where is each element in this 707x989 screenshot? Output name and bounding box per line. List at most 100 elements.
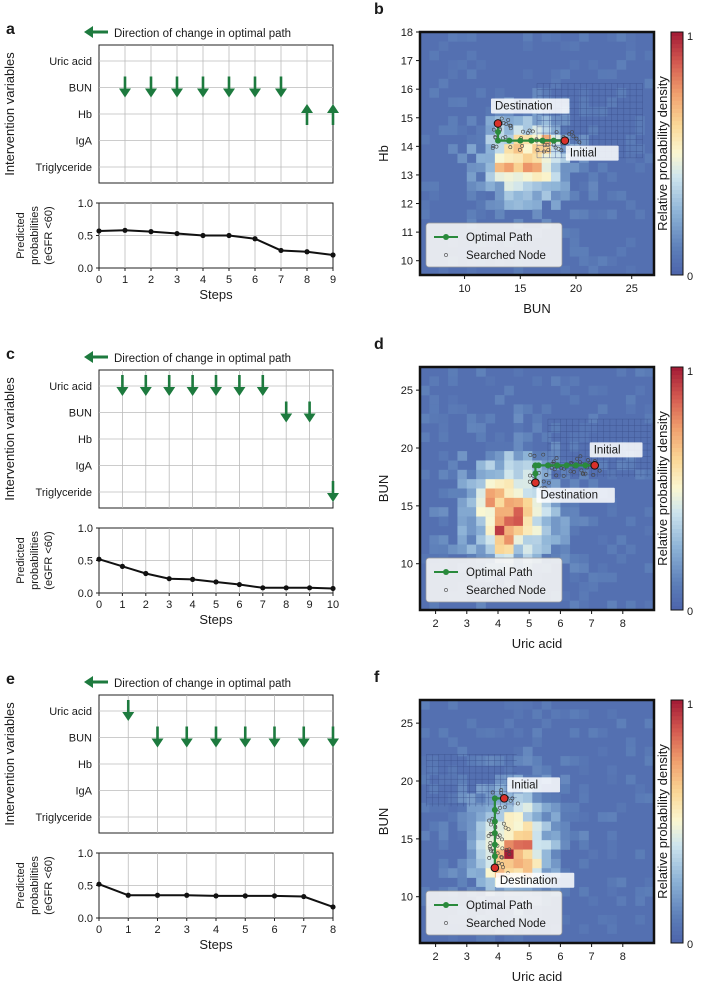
density-cell <box>429 802 440 813</box>
colorbar-cell <box>671 906 683 912</box>
probability-point <box>330 585 336 592</box>
density-cell <box>476 469 486 480</box>
density-cell <box>504 200 514 210</box>
density-cell <box>494 144 505 154</box>
probability-point <box>122 227 128 233</box>
density-cell <box>438 802 449 813</box>
density-cell <box>551 200 561 210</box>
density-cell <box>607 572 617 583</box>
density-cell <box>476 812 486 822</box>
density-cell <box>569 209 580 220</box>
colorbar-cell <box>671 173 683 179</box>
density-cell <box>466 525 477 536</box>
density-cell <box>616 535 627 545</box>
change-arrow-down <box>256 375 269 396</box>
searched-node <box>504 848 509 852</box>
colorbar-cell <box>671 133 683 138</box>
density-cell <box>607 840 617 850</box>
density-cell <box>494 802 505 813</box>
density-cell <box>476 516 486 527</box>
y-axis-label: Predicted <box>15 862 27 908</box>
colorbar-cell <box>671 387 683 392</box>
y-tick-label: 10 <box>401 892 413 904</box>
density-cell <box>466 535 477 545</box>
legend-path-marker <box>443 234 449 240</box>
density-cell <box>560 886 571 897</box>
density-cell <box>485 488 496 499</box>
density-cell <box>625 200 636 210</box>
colorbar-cell <box>671 141 683 146</box>
searched-node <box>498 805 502 810</box>
probability-point <box>330 252 336 258</box>
colorbar-cell <box>671 72 683 78</box>
x-tick-label: 2 <box>148 274 154 286</box>
density-cell <box>476 413 486 424</box>
y-tick-label: 1.0 <box>78 198 93 210</box>
density-cell <box>532 181 542 192</box>
density-cell <box>532 376 542 386</box>
density-cell <box>476 507 486 517</box>
density-cell <box>494 812 505 822</box>
density-cell <box>607 914 617 925</box>
density-cell <box>504 544 514 555</box>
density-cell <box>607 32 617 42</box>
density-cell <box>616 877 627 888</box>
probability-point <box>213 893 219 899</box>
colorbar-cell <box>671 44 683 49</box>
density-cell <box>448 544 458 555</box>
colorbar-cell <box>671 36 683 41</box>
density-cell <box>504 849 514 860</box>
arrow-head <box>275 88 287 98</box>
density-cell <box>644 525 655 536</box>
arrow-head <box>327 738 339 748</box>
probability-point <box>200 232 206 239</box>
density-cell <box>466 423 477 433</box>
density-cell <box>616 718 627 729</box>
probability-point <box>330 904 336 910</box>
density-cell <box>513 709 524 719</box>
searched-node <box>574 136 579 141</box>
y-tick-label: 20 <box>401 776 413 788</box>
density-cell <box>579 784 589 794</box>
density-cell <box>541 700 552 710</box>
arrow-head <box>163 387 176 396</box>
density-cell <box>457 812 468 822</box>
density-cell <box>597 460 608 471</box>
density-cell <box>485 802 496 813</box>
colorbar-cell <box>671 890 683 895</box>
density-cell <box>448 765 458 776</box>
density-cell <box>532 793 542 804</box>
density-cell <box>485 460 496 471</box>
probability-point <box>301 893 307 900</box>
searched-node <box>500 862 505 867</box>
colorbar-cell <box>671 52 683 57</box>
searched-node <box>583 471 588 476</box>
density-cell <box>560 116 571 126</box>
y-tick-label: 0.0 <box>78 263 93 275</box>
density-cell <box>522 488 533 499</box>
colorbar-cell <box>671 845 683 851</box>
density-cell <box>494 88 505 98</box>
density-cell <box>569 600 580 611</box>
density-cell <box>607 172 617 182</box>
density-cell <box>494 190 505 201</box>
density-cell <box>588 849 599 860</box>
variable-label: Hb <box>78 759 92 771</box>
density-cell <box>588 423 599 433</box>
density-cell <box>513 544 524 555</box>
colorbar-cell <box>671 557 683 562</box>
colorbar-cell <box>671 768 683 774</box>
density-cell <box>616 896 627 906</box>
density-cell <box>607 849 617 860</box>
density-cell <box>522 516 533 527</box>
density-cell <box>504 451 514 461</box>
legend-box <box>425 557 563 603</box>
density-cell <box>513 172 524 182</box>
change-arrow-down <box>197 76 209 98</box>
colorbar-cell <box>671 177 683 183</box>
density-cell <box>504 516 514 527</box>
density-cell <box>569 432 580 443</box>
x-tick-label: 20 <box>570 283 582 295</box>
density-cell <box>532 413 542 424</box>
colorbar-cell <box>671 431 683 437</box>
